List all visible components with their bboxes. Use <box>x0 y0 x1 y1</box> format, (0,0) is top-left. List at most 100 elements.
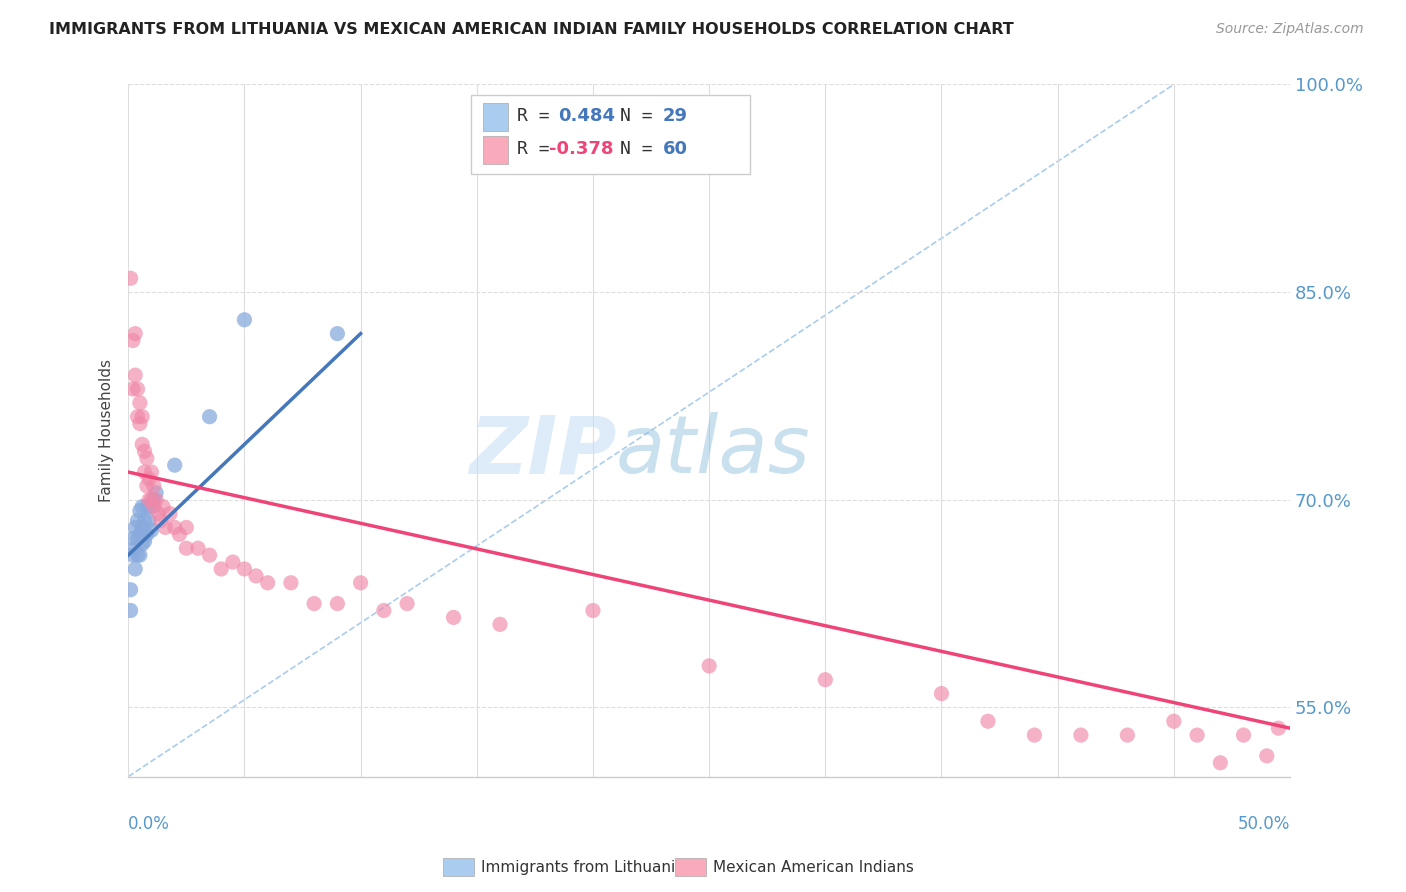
Text: -0.378: -0.378 <box>548 140 613 158</box>
Point <box>1256 748 1278 763</box>
Point <box>159 507 181 521</box>
Point <box>396 597 419 611</box>
Point <box>120 271 142 285</box>
Point <box>138 514 160 528</box>
Point <box>141 492 163 507</box>
FancyBboxPatch shape <box>482 136 508 164</box>
Point <box>233 562 256 576</box>
Point <box>149 514 172 528</box>
Point <box>1232 728 1254 742</box>
Point <box>489 617 512 632</box>
Point <box>135 527 157 541</box>
Point <box>134 465 156 479</box>
Point <box>152 500 174 514</box>
Text: Source: ZipAtlas.com: Source: ZipAtlas.com <box>1216 22 1364 37</box>
Point <box>280 575 302 590</box>
Point <box>141 465 163 479</box>
Point <box>148 507 170 521</box>
Point <box>145 492 167 507</box>
Point <box>122 532 145 546</box>
Point <box>124 562 146 576</box>
Text: R =: R = <box>517 140 561 158</box>
Point <box>128 504 150 518</box>
Point <box>135 479 157 493</box>
Text: Mexican American Indians: Mexican American Indians <box>713 860 914 874</box>
Point <box>124 368 146 383</box>
Point <box>349 575 371 590</box>
Point <box>138 472 160 486</box>
Point <box>145 485 167 500</box>
Point <box>697 658 720 673</box>
Point <box>176 541 198 556</box>
Text: 0.484: 0.484 <box>558 106 614 125</box>
Point <box>122 382 145 396</box>
Point <box>582 603 605 617</box>
Point <box>127 532 149 546</box>
Point <box>1070 728 1092 742</box>
Point <box>198 409 221 424</box>
Point <box>124 520 146 534</box>
Point <box>142 500 165 514</box>
Point <box>127 548 149 562</box>
Point <box>122 548 145 562</box>
Point <box>131 409 153 424</box>
Text: N =: N = <box>620 140 664 158</box>
Point <box>120 603 142 617</box>
Point <box>127 514 149 528</box>
Point <box>124 541 146 556</box>
Point <box>131 500 153 514</box>
Point <box>128 396 150 410</box>
Point <box>131 437 153 451</box>
Point <box>155 520 177 534</box>
Point <box>124 326 146 341</box>
Point <box>233 313 256 327</box>
Point <box>141 500 163 514</box>
Point <box>138 492 160 507</box>
Point <box>134 534 156 549</box>
Text: 60: 60 <box>662 140 688 158</box>
Point <box>1209 756 1232 770</box>
Point <box>1185 728 1208 742</box>
Point <box>198 548 221 562</box>
Point <box>1116 728 1139 742</box>
Point <box>302 597 325 611</box>
Point <box>122 334 145 348</box>
Point <box>326 326 349 341</box>
Text: 29: 29 <box>662 106 688 125</box>
Text: Immigrants from Lithuania: Immigrants from Lithuania <box>481 860 685 874</box>
Text: ZIP: ZIP <box>468 412 616 491</box>
Y-axis label: Family Households: Family Households <box>100 359 114 502</box>
Point <box>134 514 156 528</box>
Point <box>127 409 149 424</box>
Point <box>245 569 267 583</box>
Point <box>176 520 198 534</box>
Point <box>977 714 1000 729</box>
Point <box>443 610 465 624</box>
Point <box>141 523 163 537</box>
Point <box>131 537 153 551</box>
Point <box>163 520 186 534</box>
Point <box>814 673 837 687</box>
Point <box>135 500 157 514</box>
Text: 50.0%: 50.0% <box>1237 814 1291 833</box>
Point <box>256 575 278 590</box>
Text: atlas: atlas <box>616 412 811 491</box>
Point <box>128 417 150 431</box>
Text: IMMIGRANTS FROM LITHUANIA VS MEXICAN AMERICAN INDIAN FAMILY HOUSEHOLDS CORRELATI: IMMIGRANTS FROM LITHUANIA VS MEXICAN AME… <box>49 22 1014 37</box>
Point <box>142 479 165 493</box>
Point <box>127 382 149 396</box>
Point <box>128 527 150 541</box>
Point <box>931 687 953 701</box>
Point <box>135 451 157 466</box>
Text: 0.0%: 0.0% <box>128 814 170 833</box>
Point <box>326 597 349 611</box>
Point <box>1267 721 1289 735</box>
Point <box>222 555 245 569</box>
Point <box>120 582 142 597</box>
Text: R =: R = <box>517 106 561 125</box>
Point <box>169 527 191 541</box>
Point <box>1024 728 1046 742</box>
Point <box>163 458 186 472</box>
Point <box>187 541 209 556</box>
Point <box>1163 714 1185 729</box>
